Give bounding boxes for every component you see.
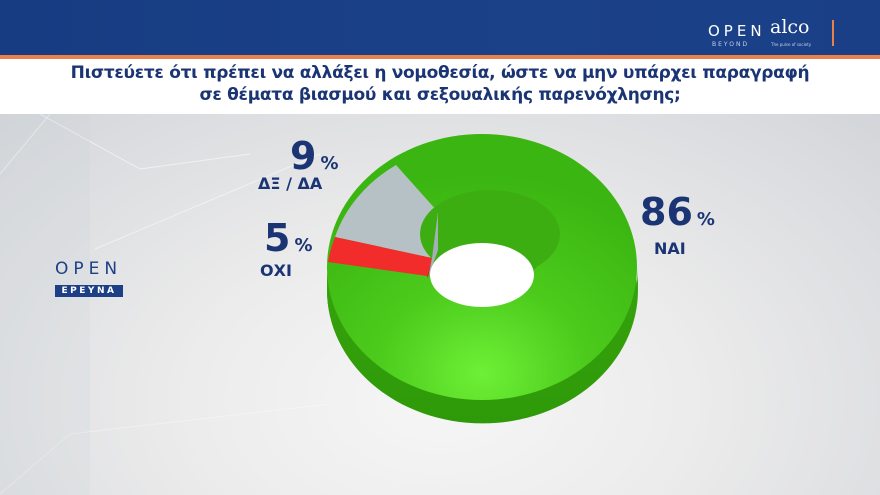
chart-title-line-1: Πιστεύετε ότι πρέπει να αλλάξει η νομοθε… — [70, 63, 810, 83]
donut-hole — [430, 243, 534, 307]
label-no-value: 5 — [264, 216, 291, 260]
label-yes-name: ΝΑΙ — [654, 239, 686, 258]
title-band — [0, 59, 880, 114]
open-beyond-label: BEYOND — [712, 41, 750, 48]
header-accent-line — [0, 55, 880, 59]
label-dk-unit: % — [320, 153, 339, 174]
alco-tagline: The pulse of society — [771, 42, 812, 47]
open-erevna-logo: OPEN ΕΡΕΥΝΑ — [55, 260, 123, 297]
label-no-unit: % — [294, 235, 313, 256]
chart-title-line-2: σε θέματα βιασμού και σεξουαλικής παρενό… — [199, 85, 681, 105]
background-decoration — [0, 114, 331, 495]
label-dk-name: ΔΞ / ΔΑ — [258, 174, 323, 193]
alco-brand-logo: alco — [770, 16, 810, 38]
open-erevna-word: OPEN — [55, 259, 123, 279]
header-bar — [0, 0, 880, 55]
label-yes-value: 86 — [640, 190, 693, 234]
chart-title: Πιστεύετε ότι πρέπει να αλλάξει η νομοθε… — [0, 62, 880, 106]
slice-no — [328, 237, 432, 276]
label-yes: 86% — [640, 192, 715, 232]
label-yes-unit: % — [696, 209, 715, 230]
label-dk-value: 9 — [290, 134, 317, 178]
label-yes-name-wrap: ΝΑΙ — [654, 240, 686, 258]
open-erevna-tag: ΕΡΕΥΝΑ — [55, 285, 123, 297]
label-dk: 9% — [290, 136, 339, 176]
label-no-name: ΟΧΙ — [260, 261, 292, 280]
label-no-name-wrap: ΟΧΙ — [260, 262, 292, 280]
open-brand-logo: OPEN — [708, 22, 766, 40]
label-no: 5% — [264, 218, 313, 258]
slice-dk — [335, 165, 438, 258]
brand-divider — [832, 20, 834, 46]
label-dk-name-wrap: ΔΞ / ΔΑ — [258, 175, 322, 193]
